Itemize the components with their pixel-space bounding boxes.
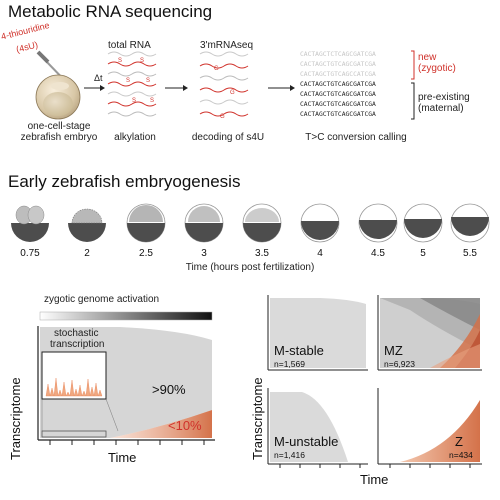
pre-existing-label: pre-existing (418, 92, 470, 103)
panel-m-stable (267, 295, 368, 371)
embryo-stage-icon (184, 203, 224, 243)
panel-name-m-unstable: M-unstable (274, 434, 339, 449)
panel-name-m-stable: M-stable (274, 343, 324, 358)
stochastic-label-2: transcription (50, 339, 105, 350)
read-old-4: CACTAGCTGTCAGCGATCGA (300, 111, 376, 118)
svg-text:G: G (230, 90, 235, 96)
top-diagram-graphics: S S S S S S G G G (35, 50, 415, 120)
embryo-stages-graphics (11, 203, 490, 243)
embryo-caption-line2: zebrafish embryo (20, 132, 98, 143)
panel-n-m-stable: n=1,569 (274, 359, 305, 369)
new-label: new (418, 52, 437, 63)
read-new-1: CACTAGCTCTCAGCGATCGA (300, 51, 376, 58)
panel-mz (377, 295, 482, 371)
read-old-3: CACTAGCTGTCAGCGATCGA (300, 101, 376, 108)
tc-calling-label: T>C conversion calling (305, 132, 407, 143)
stage-label: 4.5 (371, 248, 385, 259)
embryo-stage-icon (68, 208, 106, 242)
bottom-right-y-label: Transcriptome (250, 377, 265, 460)
read-new-3: CACTAGCTGTCAGCCATCGA (300, 71, 376, 78)
pct-low-label: <10% (168, 418, 202, 433)
bottom-left-y-label: Transcriptome (8, 377, 23, 460)
svg-text:S: S (146, 78, 150, 84)
panel-name-mz: MZ (384, 343, 403, 358)
s4u-marks: S S S S S S (118, 58, 154, 104)
arrow-icon (268, 85, 295, 91)
panel-n-z: n=434 (449, 450, 473, 460)
stage-label: 3.5 (255, 248, 269, 259)
read-new-2: CACTAGCTGTCAGCGATCGA (300, 61, 376, 68)
stage-label: 2.5 (139, 248, 153, 259)
embryo-stage-icon (11, 205, 49, 242)
zga-gradient-bar (39, 311, 213, 321)
svg-text:S: S (132, 98, 136, 104)
svg-text:S: S (140, 58, 144, 64)
stage-label: 0.75 (20, 248, 40, 259)
embryo-stage-icon (300, 203, 340, 243)
read-old-1: CACTAGCTGTCAGCGATCGA (300, 81, 376, 88)
embryo-stage-icon (242, 203, 282, 243)
svg-text:S: S (150, 98, 154, 104)
decoding-label: decoding of s4U (191, 132, 265, 143)
stage-label: 5.5 (463, 248, 477, 259)
arrow-icon (165, 85, 188, 91)
new-label-zygotic: (zygotic) (418, 63, 456, 74)
embryo-stage-icon (450, 203, 490, 243)
panel-m-unstable (267, 388, 368, 465)
delta-t-label: Δt (94, 73, 103, 83)
embryo-caption-line1: one-cell-stage (27, 121, 91, 132)
zygotic-area (110, 410, 212, 438)
pre-existing-maternal-label: (maternal) (418, 103, 464, 114)
svg-text:S: S (126, 78, 130, 84)
pct-high-label: >90% (152, 382, 186, 397)
read-old-2: CACTAGCTGTCAGCGATCGA (300, 91, 376, 98)
svg-text:S: S (118, 58, 122, 64)
three-prime-strands-icon (199, 51, 249, 117)
stage-label: 5 (420, 248, 426, 259)
total-rna-label: total RNA (108, 40, 151, 51)
section-title-metabolic: Metabolic RNA sequencing (8, 2, 213, 21)
svg-text:G: G (220, 114, 225, 120)
stage-label: 4 (317, 248, 323, 259)
g-marks: G G G (214, 66, 235, 120)
embryo-stage-icon (403, 203, 443, 243)
panel-name-z: Z (455, 434, 463, 449)
three-prime-label: 3'mRNAseq (200, 40, 254, 51)
one-cell-embryo-icon (35, 74, 81, 120)
bottom-right-x-label: Time (360, 472, 389, 487)
zga-label: zygotic genome activation (44, 294, 160, 305)
stage-label: 2 (84, 248, 90, 259)
new-bracket (411, 50, 415, 80)
embryo-stage-icon (358, 203, 398, 243)
stochastic-spikes (45, 377, 103, 397)
bottom-right-diagram (267, 295, 482, 468)
sequence-reads: CACTAGCTCTCAGCGATCGA CACTAGCTGTCAGCGATCG… (300, 50, 376, 120)
panel-n-mz: n=6,923 (384, 359, 415, 369)
stage-label: 3 (201, 248, 207, 259)
embryo-stage-icon (126, 203, 166, 243)
arrow-icon (84, 85, 105, 91)
stochastic-label-1: stochastic (54, 328, 99, 339)
pre-existing-bracket (411, 82, 415, 120)
bottom-left-x-label: Time (108, 450, 137, 465)
svg-text:G: G (214, 66, 219, 72)
bottom-left-diagram (37, 311, 215, 445)
alkylation-label: alkylation (114, 132, 156, 143)
panel-n-m-unstable: n=1,416 (274, 450, 305, 460)
section-title-embryogenesis: Early zebrafish embryogenesis (8, 172, 241, 191)
total-rna-strands-icon (107, 51, 157, 117)
stages-axis-label: Time (hours post fertilization) (185, 262, 315, 273)
